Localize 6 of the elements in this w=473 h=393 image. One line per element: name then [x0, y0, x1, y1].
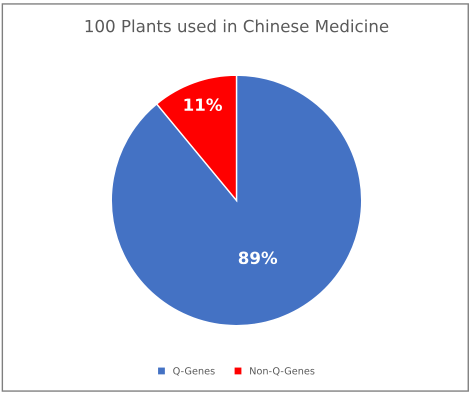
- pie-slice: [110, 74, 362, 326]
- data-label: 11%: [184, 98, 222, 112]
- chart-title: 100 Plants used in Chinese Medicine: [86, 19, 388, 32]
- legend-label: Q-Genes: [173, 367, 215, 376]
- data-label: 89%: [238, 252, 278, 264]
- legend-label: Non-Q-Genes: [250, 367, 314, 376]
